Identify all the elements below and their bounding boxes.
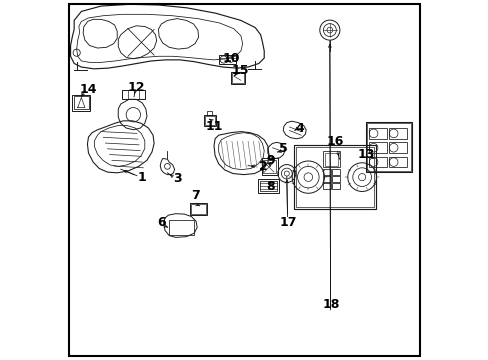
Bar: [368, 142, 386, 153]
Text: 2: 2: [258, 160, 267, 173]
Text: 11: 11: [205, 121, 223, 134]
Bar: [204, 115, 215, 126]
Bar: [261, 158, 277, 175]
Bar: [232, 73, 244, 83]
Text: 18: 18: [322, 298, 339, 311]
Bar: [72, 95, 90, 111]
Bar: [207, 111, 211, 115]
Text: 16: 16: [325, 135, 343, 148]
Bar: [293, 145, 375, 209]
Bar: [74, 96, 88, 109]
Bar: [388, 142, 407, 153]
Text: 6: 6: [158, 216, 166, 229]
Bar: [205, 116, 214, 125]
Text: 9: 9: [265, 154, 274, 167]
Bar: [323, 151, 339, 167]
Text: 13: 13: [357, 148, 374, 161]
Bar: [331, 176, 339, 182]
Text: 7: 7: [190, 189, 199, 202]
Text: 12: 12: [127, 81, 144, 94]
Bar: [368, 128, 386, 139]
Bar: [388, 128, 407, 139]
Bar: [368, 157, 386, 167]
Bar: [388, 157, 407, 167]
Bar: [230, 72, 244, 84]
Text: 3: 3: [172, 172, 181, 185]
Bar: [259, 181, 277, 192]
Bar: [324, 153, 337, 166]
Bar: [169, 220, 193, 234]
Bar: [331, 168, 339, 175]
Text: 10: 10: [222, 52, 239, 65]
Bar: [365, 122, 411, 172]
Bar: [190, 203, 207, 215]
Bar: [331, 183, 339, 189]
Bar: [191, 204, 205, 214]
Text: 1: 1: [138, 171, 146, 184]
Bar: [295, 147, 373, 207]
Text: 4: 4: [295, 122, 304, 135]
Bar: [263, 160, 276, 173]
Text: 14: 14: [80, 83, 97, 96]
Text: 17: 17: [279, 216, 296, 229]
Bar: [323, 183, 330, 189]
Text: 5: 5: [278, 142, 287, 155]
Bar: [323, 176, 330, 182]
Bar: [258, 179, 278, 193]
Bar: [323, 168, 330, 175]
Text: 8: 8: [265, 180, 274, 193]
Bar: [219, 55, 235, 64]
Bar: [122, 90, 145, 99]
Bar: [366, 123, 410, 171]
Text: 15: 15: [231, 64, 248, 77]
